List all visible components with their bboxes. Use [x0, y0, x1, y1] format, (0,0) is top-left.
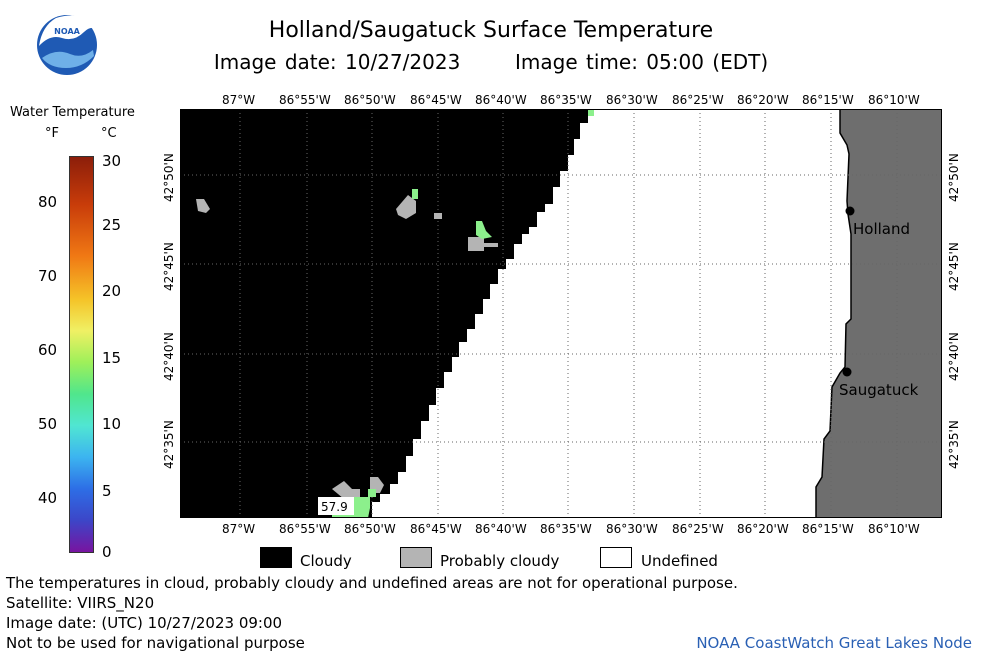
image-datetime: Image date: 10/27/2023 Image time: 05:00… — [0, 50, 982, 74]
lon-bottom-86-25w: 86°25'W — [672, 522, 724, 536]
unit-fahrenheit: °F — [45, 126, 59, 141]
image-time: Image time: 05:00 (EDT) — [515, 50, 769, 74]
tick-c-20: 20 — [102, 282, 122, 300]
lon-top-86-55w: 86°55'W — [279, 93, 331, 107]
place-label-saugatuck: Saugatuck — [839, 381, 919, 399]
lon-top-86-10w: 86°10'W — [868, 93, 920, 107]
lat-right-42-50n: 42°50'N — [947, 153, 961, 202]
lon-top-86-25w: 86°25'W — [672, 93, 724, 107]
tick-f-80: 80 — [38, 193, 58, 211]
tick-f-70: 70 — [38, 267, 58, 285]
graticule — [180, 109, 942, 518]
key-cloudy-swatch — [260, 547, 292, 568]
tick-f-50: 50 — [38, 415, 58, 433]
key-undefined-label: Undefined — [641, 552, 718, 570]
key-cloudy-label: Cloudy — [300, 552, 352, 570]
lon-bottom-86-35w: 86°35'W — [540, 522, 592, 536]
lon-bottom-87w: 87°W — [222, 522, 256, 536]
temperature-color-bar — [69, 156, 94, 553]
key-probably-cloudy-swatch — [400, 547, 432, 568]
map-frame — [180, 109, 942, 518]
lon-bottom-86-20w: 86°20'W — [737, 522, 789, 536]
lon-top-86-35w: 86°35'W — [540, 93, 592, 107]
unit-celsius: °C — [101, 126, 117, 141]
lon-top-86-50w: 86°50'W — [344, 93, 396, 107]
lat-right-42-45n: 42°45'N — [947, 242, 961, 291]
point-value-box — [318, 497, 354, 515]
map-title: Holland/Saugatuck Surface Temperature — [268, 18, 714, 43]
lat-right-42-35n: 42°35'N — [947, 420, 961, 469]
svg-text:NOAA: NOAA — [54, 27, 80, 36]
land-area — [815, 109, 942, 518]
lon-top-87w: 87°W — [222, 93, 256, 107]
lat-left-42-50n: 42°50'N — [162, 153, 176, 202]
temperature-map: 57.9 — [180, 109, 942, 518]
satellite-info: Satellite: VIIRS_N20 — [6, 594, 155, 612]
lon-top-86-20w: 86°20'W — [737, 93, 789, 107]
lon-top-86-15w: 86°15'W — [802, 93, 854, 107]
lon-top-86-45w: 86°45'W — [410, 93, 462, 107]
key-probably-cloudy-label: Probably cloudy — [440, 552, 560, 570]
lon-top-86-40w: 86°40'W — [475, 93, 527, 107]
utc-date: Image date: (UTC) 10/27/2023 09:00 — [6, 614, 283, 632]
lon-bottom-86-30w: 86°30'W — [606, 522, 658, 536]
disclaimer-note: The temperatures in cloud, probably clou… — [6, 574, 738, 592]
lon-bottom-86-10w: 86°10'W — [868, 522, 920, 536]
lon-bottom-86-45w: 86°45'W — [410, 522, 462, 536]
lon-bottom-86-15w: 86°15'W — [802, 522, 854, 536]
tick-c-25: 25 — [102, 216, 122, 234]
tick-f-60: 60 — [38, 341, 58, 359]
lon-bottom-86-40w: 86°40'W — [475, 522, 527, 536]
point-value-label: 57.9 — [321, 500, 348, 514]
lat-left-42-45n: 42°45'N — [162, 242, 176, 291]
navigation-warning: Not to be used for navigational purpose — [6, 634, 305, 652]
key-undefined-swatch — [600, 547, 632, 568]
tick-c-30: 30 — [102, 152, 122, 170]
tick-c-10: 10 — [102, 415, 122, 433]
lat-left-42-35n: 42°35'N — [162, 420, 176, 469]
image-date: Image date: 10/27/2023 — [213, 50, 461, 74]
credit-link[interactable]: NOAA CoastWatch Great Lakes Node — [696, 634, 972, 652]
lat-left-42-40n: 42°40'N — [162, 332, 176, 381]
tick-c-15: 15 — [102, 349, 122, 367]
tick-c-5: 5 — [102, 482, 112, 500]
cloudy-area — [180, 109, 588, 518]
tick-f-40: 40 — [38, 489, 58, 507]
lon-top-86-30w: 86°30'W — [606, 93, 658, 107]
noaa-logo: NOAA — [36, 14, 98, 76]
lon-bottom-86-55w: 86°55'W — [279, 522, 331, 536]
tick-c-0: 0 — [102, 543, 112, 561]
place-label-holland: Holland — [853, 220, 911, 238]
legend-title: Water Temperature — [10, 105, 135, 120]
lat-right-42-40n: 42°40'N — [947, 332, 961, 381]
lon-bottom-86-50w: 86°50'W — [344, 522, 396, 536]
holland-marker — [845, 206, 855, 216]
probably-cloudy-patches — [196, 195, 498, 499]
saugatuck-marker — [842, 367, 852, 377]
